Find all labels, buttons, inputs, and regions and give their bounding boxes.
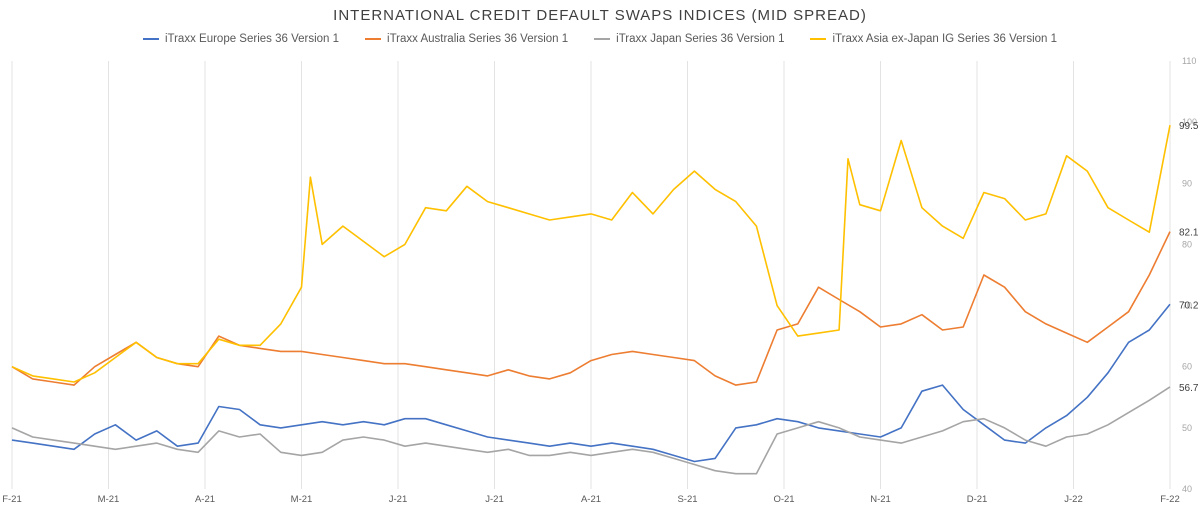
legend-label: iTraxx Europe Series 36 Version 1 (164, 33, 340, 45)
end-value-label-0: 70.2 (1179, 300, 1199, 311)
x-tick-label: N-21 (870, 494, 891, 505)
x-tick-label: A-21 (195, 494, 215, 505)
x-tick-label: F-22 (1160, 494, 1180, 505)
y-tick-label: 100 (1182, 117, 1197, 127)
x-tick-label: A-21 (581, 494, 601, 505)
chart-legend: iTraxx Europe Series 36 Version 1 iTraxx … (0, 33, 1200, 45)
x-tick-label: J-21 (485, 494, 503, 505)
legend-label: iTraxx Japan Series 36 Version 1 (616, 33, 785, 45)
x-tick-label: D-21 (967, 494, 988, 505)
end-value-label-1: 82.1 (1179, 228, 1199, 239)
y-tick-label: 50 (1182, 423, 1192, 433)
y-tick-label: 70 (1182, 301, 1192, 311)
y-tick-label: 110 (1182, 56, 1196, 66)
series-line-3 (11, 125, 1171, 383)
chart-title: INTERNATIONAL CREDIT DEFAULT SWAPS INDIC… (333, 7, 867, 24)
x-tick-label: S-21 (677, 494, 697, 505)
legend-label: iTraxx Asia ex-Japan IG Series 36 Versio… (832, 33, 1058, 45)
legend-label: iTraxx Australia Series 36 Version 1 (387, 33, 569, 45)
y-tick-label: 60 (1182, 362, 1192, 372)
legend-swatch (810, 38, 827, 40)
legend-item-1: iTraxx Australia Series 36 Version 1 (365, 33, 568, 45)
x-tick-label: J-21 (389, 494, 407, 505)
series-line-2 (11, 386, 1171, 475)
legend-swatch (142, 38, 159, 40)
legend-item-2: iTraxx Japan Series 36 Version 1 (594, 33, 784, 45)
x-tick-label: O-21 (773, 494, 794, 505)
legend-item-0: iTraxx Europe Series 36 Version 1 (142, 33, 340, 45)
end-value-label-2: 56.7 (1179, 383, 1199, 394)
x-tick-label: F-21 (2, 494, 22, 505)
x-tick-label: M-21 (291, 494, 313, 505)
legend-swatch (365, 38, 382, 40)
y-tick-label: 40 (1182, 484, 1192, 494)
legend-swatch (594, 38, 611, 40)
y-tick-label: 90 (1182, 178, 1192, 188)
x-tick-label: J-22 (1064, 494, 1082, 505)
legend-item-3: iTraxx Asia ex-Japan IG Series 36 Versio… (810, 33, 1057, 45)
y-tick-label: 80 (1182, 239, 1192, 249)
end-value-label-3: 99.5 (1179, 121, 1199, 132)
x-tick-label: M-21 (98, 494, 120, 505)
